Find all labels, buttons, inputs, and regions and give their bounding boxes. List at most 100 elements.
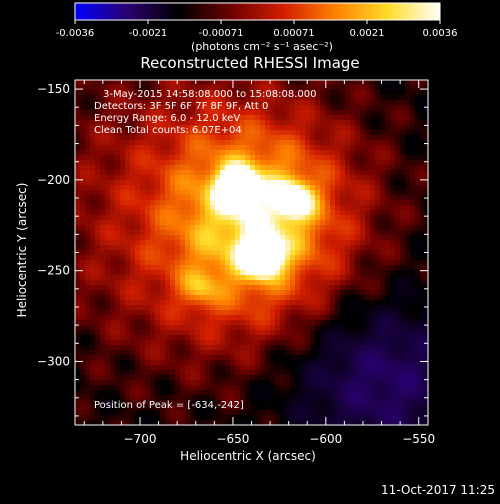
heatmap-cell	[110, 135, 115, 140]
heatmap-cell	[225, 200, 230, 205]
heatmap-cell	[145, 210, 150, 215]
heatmap-cell	[180, 335, 185, 340]
heatmap-cell	[205, 255, 210, 260]
heatmap-cell	[285, 265, 290, 270]
heatmap-cell	[245, 210, 250, 215]
heatmap-cell	[130, 330, 135, 335]
heatmap-cell	[85, 95, 90, 100]
heatmap-cell	[250, 180, 255, 185]
heatmap-cell	[335, 330, 340, 335]
heatmap-cell	[135, 400, 140, 405]
heatmap-cell	[320, 185, 325, 190]
heatmap-cell	[320, 380, 325, 385]
heatmap-cell	[80, 125, 85, 130]
heatmap-cell	[290, 385, 295, 390]
heatmap-cell	[280, 110, 285, 115]
heatmap-cell	[105, 320, 110, 325]
heatmap-cell	[110, 320, 115, 325]
heatmap-cell	[125, 375, 130, 380]
heatmap-cell	[365, 320, 370, 325]
heatmap-cell	[365, 395, 370, 400]
heatmap-cell	[400, 155, 405, 160]
heatmap-cell	[165, 400, 170, 405]
heatmap-cell	[270, 235, 275, 240]
heatmap-cell	[300, 260, 305, 265]
heatmap-cell	[305, 335, 310, 340]
heatmap-cell	[265, 295, 270, 300]
heatmap-cell	[80, 400, 85, 405]
heatmap-cell	[390, 290, 395, 295]
heatmap-cell	[375, 125, 380, 130]
heatmap-cell	[215, 365, 220, 370]
heatmap-cell	[285, 160, 290, 165]
heatmap-cell	[160, 170, 165, 175]
heatmap-cell	[240, 135, 245, 140]
heatmap-cell	[240, 220, 245, 225]
heatmap-cell	[425, 255, 428, 260]
heatmap-cell	[200, 260, 205, 265]
heatmap-cell	[310, 80, 315, 85]
heatmap-cell	[165, 305, 170, 310]
heatmap-cell	[125, 225, 130, 230]
heatmap-cell	[355, 150, 360, 155]
heatmap-cell	[360, 200, 365, 205]
heatmap-cell	[100, 265, 105, 270]
heatmap-cell	[260, 235, 265, 240]
heatmap-cell	[280, 285, 285, 290]
heatmap-cell	[85, 135, 90, 140]
heatmap-cell	[415, 165, 420, 170]
heatmap-cell	[145, 320, 150, 325]
heatmap-cell	[145, 245, 150, 250]
heatmap-cell	[225, 305, 230, 310]
heatmap-cell	[260, 140, 265, 145]
heatmap-cell	[85, 405, 90, 410]
heatmap-cell	[190, 325, 195, 330]
heatmap-cell	[125, 380, 130, 385]
heatmap-cell	[425, 400, 428, 405]
heatmap-cell	[390, 400, 395, 405]
heatmap-cell	[150, 340, 155, 345]
heatmap-cell	[385, 405, 390, 410]
heatmap-cell	[220, 150, 225, 155]
heatmap-cell	[240, 105, 245, 110]
heatmap-cell	[120, 365, 125, 370]
heatmap-cell	[310, 280, 315, 285]
heatmap-cell	[420, 340, 425, 345]
heatmap-cell	[160, 160, 165, 165]
heatmap-cell	[350, 185, 355, 190]
heatmap-cell	[360, 185, 365, 190]
heatmap-cell	[265, 330, 270, 335]
heatmap-cell	[300, 95, 305, 100]
heatmap-cell	[380, 320, 385, 325]
heatmap-cell	[325, 255, 330, 260]
heatmap-cell	[400, 180, 405, 185]
heatmap-cell	[175, 360, 180, 365]
heatmap-cell	[415, 210, 420, 215]
heatmap-cell	[310, 210, 315, 215]
heatmap-cell	[245, 375, 250, 380]
heatmap-cell	[310, 95, 315, 100]
heatmap-cell	[140, 360, 145, 365]
heatmap-cell	[240, 235, 245, 240]
heatmap-cell	[375, 415, 380, 420]
heatmap-cell	[380, 245, 385, 250]
heatmap-cell	[335, 310, 340, 315]
heatmap-cell	[325, 420, 330, 425]
heatmap-cell	[295, 95, 300, 100]
heatmap-cell	[415, 110, 420, 115]
heatmap-cell	[400, 110, 405, 115]
heatmap-cell	[350, 210, 355, 215]
heatmap-cell	[230, 265, 235, 270]
heatmap-cell	[160, 410, 165, 415]
heatmap-cell	[130, 230, 135, 235]
heatmap-cell	[320, 330, 325, 335]
heatmap-cell	[350, 395, 355, 400]
heatmap-cell	[155, 390, 160, 395]
heatmap-cell	[130, 110, 135, 115]
heatmap-cell	[75, 365, 80, 370]
heatmap-cell	[365, 185, 370, 190]
heatmap-cell	[335, 195, 340, 200]
heatmap-cell	[395, 290, 400, 295]
heatmap-cell	[380, 360, 385, 365]
heatmap-cell	[285, 90, 290, 95]
